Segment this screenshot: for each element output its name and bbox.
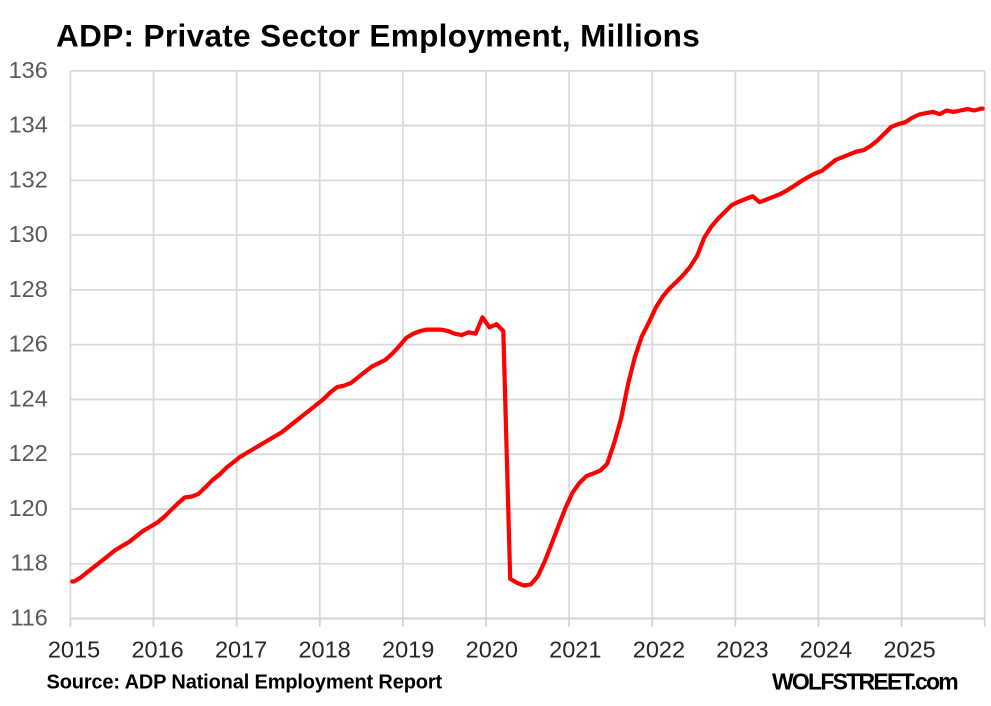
svg-text:2025: 2025 — [883, 637, 935, 663]
svg-text:Source: ADP National Employmen: Source: ADP National Employment Report — [47, 672, 443, 694]
svg-text:2020: 2020 — [466, 637, 518, 663]
svg-text:2018: 2018 — [298, 637, 350, 663]
svg-text:2022: 2022 — [633, 637, 685, 663]
svg-text:136: 136 — [9, 57, 48, 83]
svg-text:128: 128 — [9, 276, 48, 302]
svg-text:2015: 2015 — [48, 637, 100, 663]
svg-text:116: 116 — [10, 605, 47, 631]
svg-text:2023: 2023 — [716, 637, 768, 663]
svg-text:ADP: Private Sector Employment: ADP: Private Sector Employment, Millions — [56, 18, 700, 54]
svg-text:2024: 2024 — [800, 637, 852, 663]
svg-text:130: 130 — [9, 221, 48, 247]
svg-text:122: 122 — [9, 440, 48, 466]
svg-text:126: 126 — [9, 331, 48, 357]
svg-text:120: 120 — [9, 495, 48, 521]
svg-text:134: 134 — [9, 112, 48, 138]
svg-text:WOLFSTREET.com: WOLFSTREET.com — [772, 669, 958, 695]
svg-text:2019: 2019 — [382, 637, 434, 663]
svg-text:118: 118 — [10, 550, 47, 576]
svg-text:124: 124 — [9, 385, 48, 411]
svg-text:132: 132 — [9, 166, 48, 192]
svg-text:2021: 2021 — [549, 637, 601, 663]
svg-text:2016: 2016 — [131, 637, 183, 663]
svg-text:2017: 2017 — [215, 637, 267, 663]
